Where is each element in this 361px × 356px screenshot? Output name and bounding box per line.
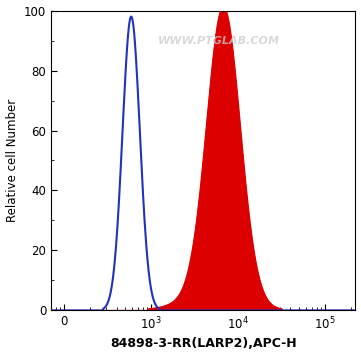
Y-axis label: Relative cell Number: Relative cell Number	[5, 99, 18, 222]
Text: WWW.PTGLAB.COM: WWW.PTGLAB.COM	[157, 36, 280, 46]
X-axis label: 84898-3-RR(LARP2),APC-H: 84898-3-RR(LARP2),APC-H	[110, 337, 297, 350]
